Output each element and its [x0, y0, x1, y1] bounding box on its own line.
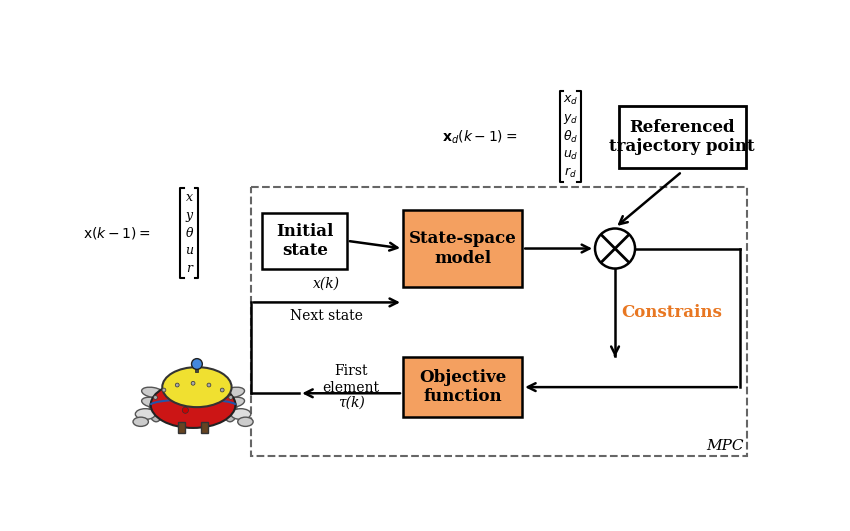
Ellipse shape: [238, 417, 253, 426]
Text: Initial
state: Initial state: [276, 222, 333, 259]
Bar: [251, 187, 747, 457]
Text: $y_d$: $y_d$: [563, 112, 578, 126]
Circle shape: [162, 388, 166, 392]
Text: $\mathrm{x}(k-1)=$: $\mathrm{x}(k-1)=$: [83, 225, 150, 241]
Text: Referenced
trajectory point: Referenced trajectory point: [609, 118, 755, 155]
Ellipse shape: [150, 399, 163, 422]
Ellipse shape: [162, 367, 231, 407]
Text: y: y: [185, 209, 193, 222]
Text: $x_d$: $x_d$: [563, 94, 578, 107]
Ellipse shape: [223, 399, 237, 422]
Text: Constrains: Constrains: [621, 304, 722, 321]
Text: τ(k): τ(k): [337, 396, 365, 409]
Ellipse shape: [231, 409, 251, 419]
Ellipse shape: [222, 387, 245, 398]
Circle shape: [229, 396, 233, 399]
Text: State-space
model: State-space model: [409, 230, 517, 267]
Ellipse shape: [142, 387, 164, 398]
Text: $\mathbf{x}_d(k-1)=$: $\mathbf{x}_d(k-1)=$: [442, 128, 518, 145]
Text: Objective
function: Objective function: [419, 369, 507, 406]
Bar: [403, 357, 522, 417]
Bar: [403, 210, 522, 287]
Ellipse shape: [135, 409, 156, 419]
Text: u: u: [185, 244, 193, 258]
Circle shape: [220, 388, 224, 392]
Bar: [201, 422, 208, 433]
Text: MPC: MPC: [706, 439, 744, 452]
Circle shape: [191, 381, 195, 385]
Circle shape: [207, 383, 211, 387]
Ellipse shape: [222, 397, 245, 408]
Text: $u_d$: $u_d$: [563, 149, 578, 161]
Text: θ: θ: [185, 227, 193, 239]
Bar: [196, 366, 198, 372]
Ellipse shape: [133, 417, 149, 426]
Text: $r_d$: $r_d$: [564, 166, 577, 180]
Text: $\theta_d$: $\theta_d$: [563, 129, 578, 145]
Circle shape: [182, 407, 189, 413]
Circle shape: [191, 358, 202, 370]
Text: r: r: [186, 262, 192, 276]
Bar: [619, 106, 745, 168]
Text: Next state: Next state: [291, 309, 363, 322]
Bar: [178, 422, 185, 433]
Text: First
element: First element: [323, 364, 380, 395]
Circle shape: [595, 228, 635, 269]
Text: x: x: [185, 191, 193, 204]
Text: x(k): x(k): [314, 277, 340, 291]
Circle shape: [175, 383, 179, 387]
Bar: [263, 213, 347, 269]
Ellipse shape: [142, 397, 164, 408]
Ellipse shape: [150, 382, 235, 428]
Circle shape: [154, 396, 157, 399]
